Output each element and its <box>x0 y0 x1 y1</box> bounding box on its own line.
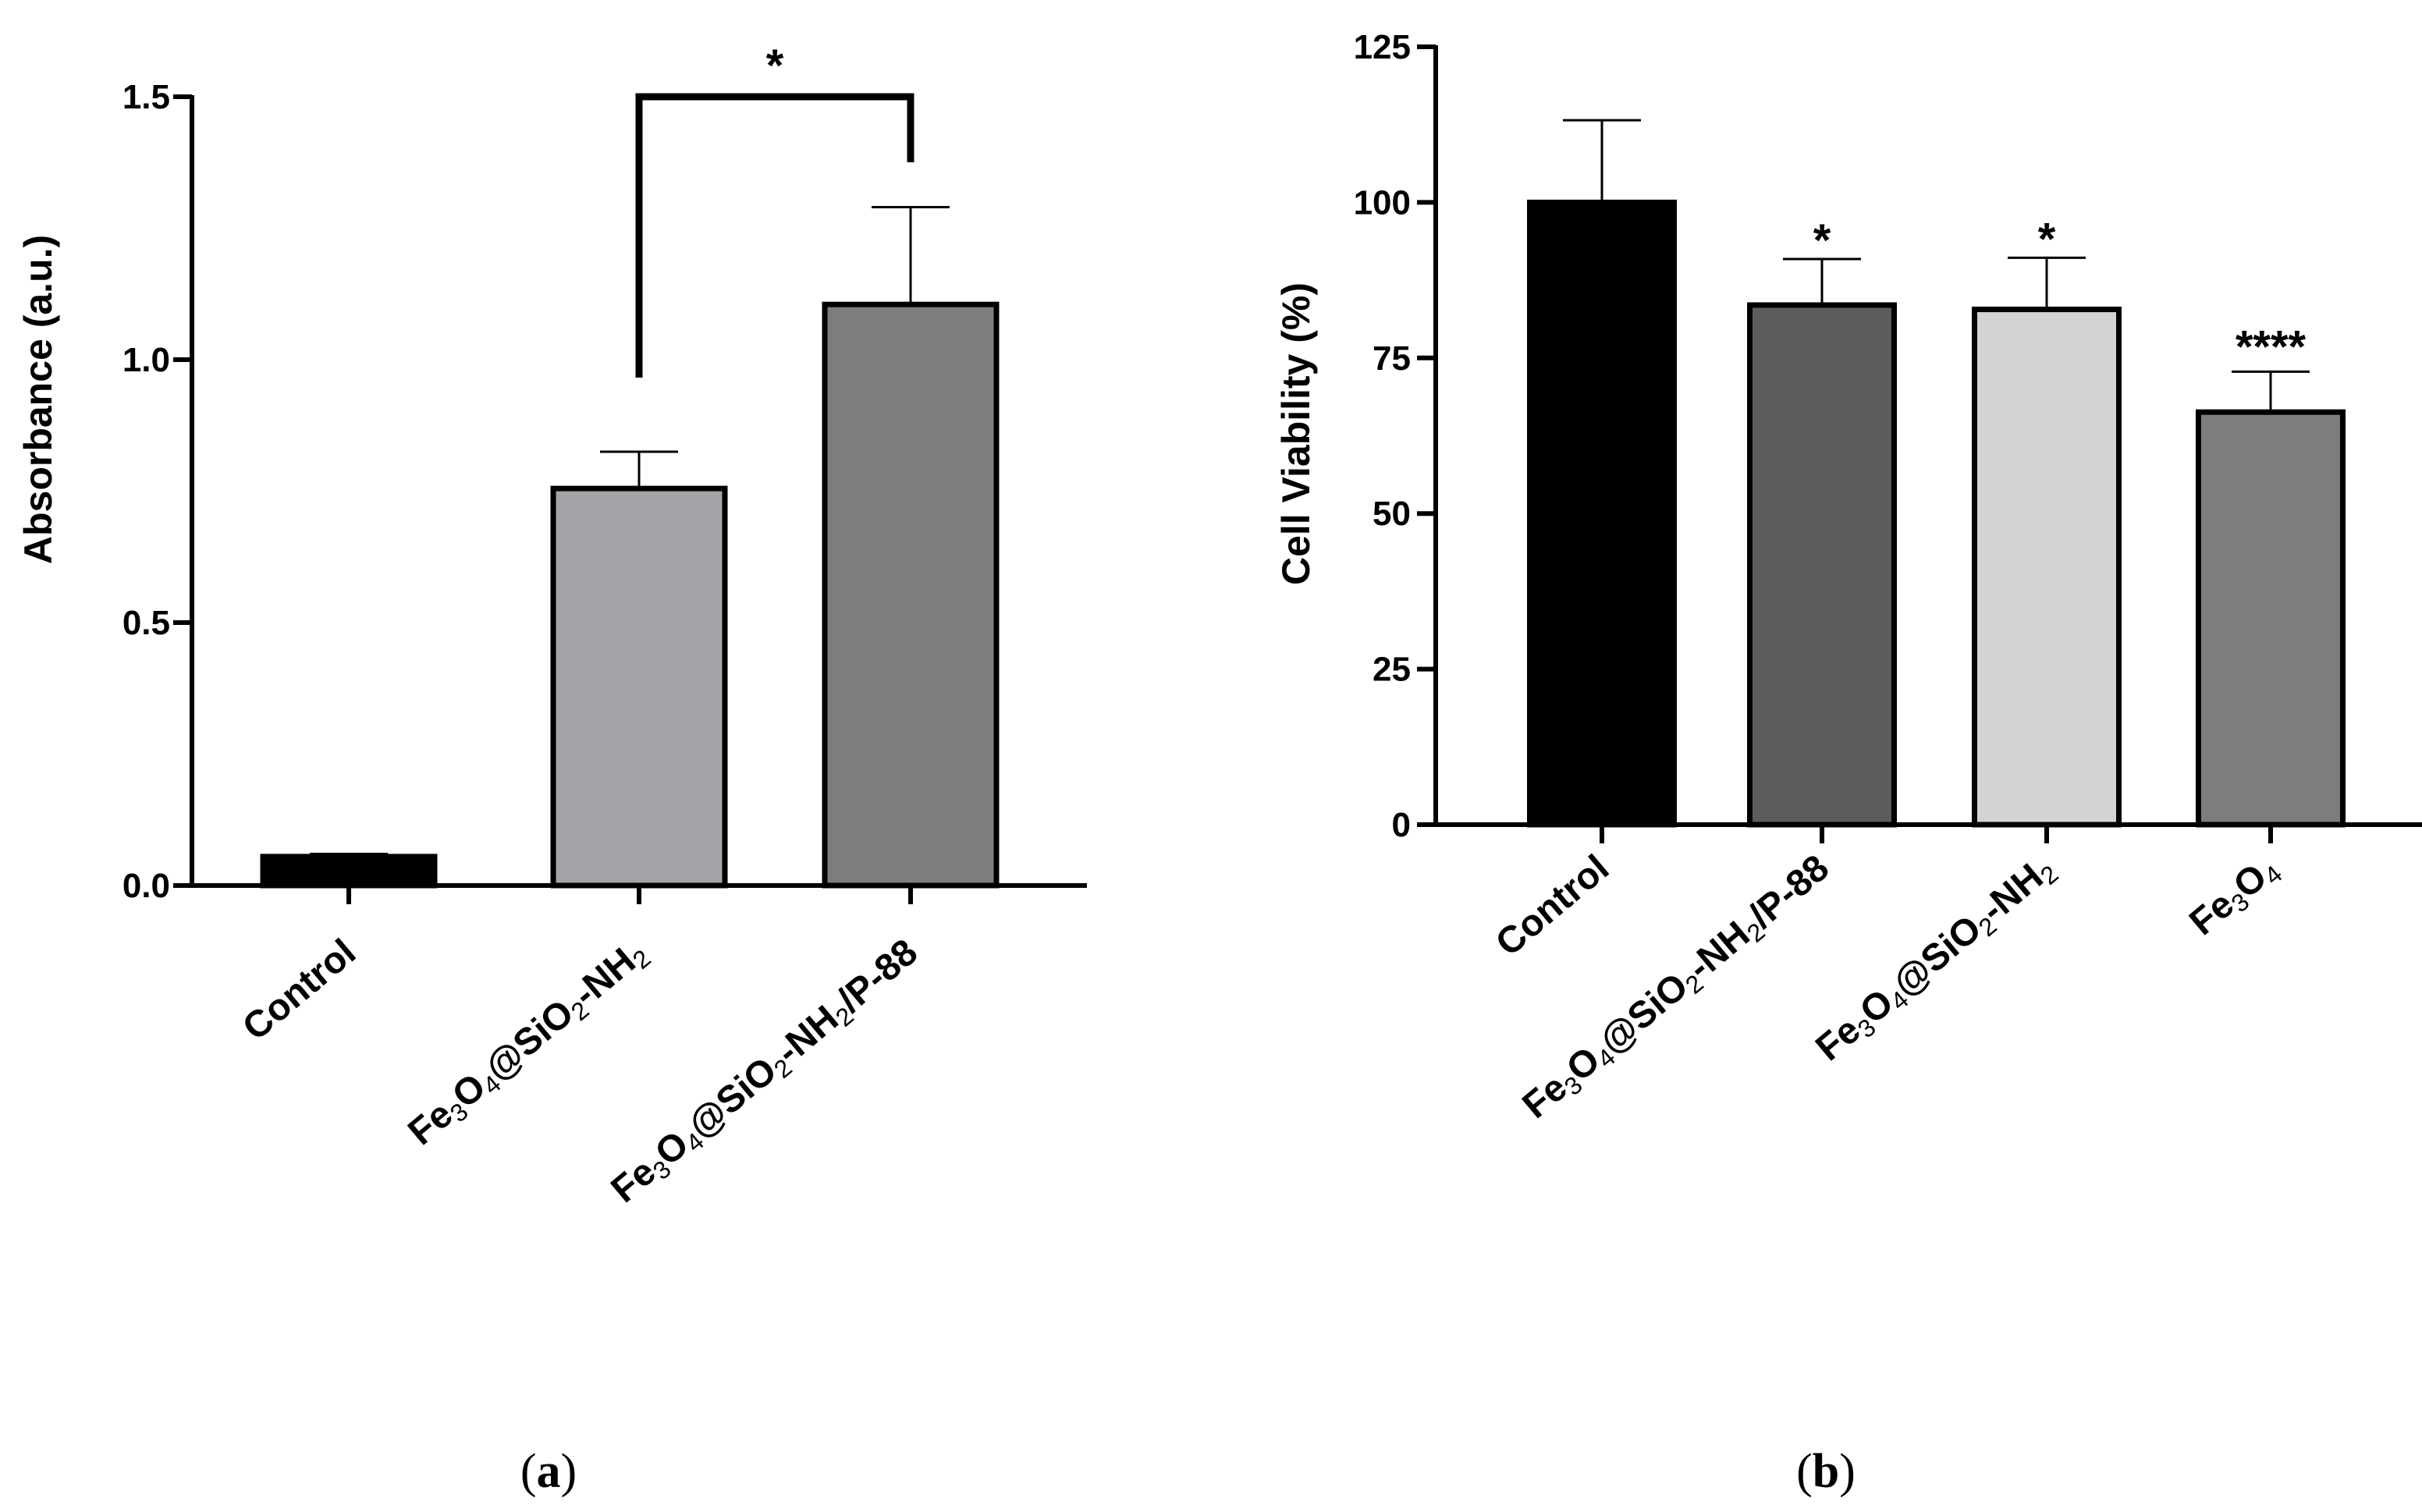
category-label: Fe3O4@SiO2-NH2 <box>400 932 655 1156</box>
significance-marker: * <box>2038 214 2056 264</box>
significance-marker: * <box>766 41 784 91</box>
bar <box>822 301 1000 889</box>
category-label-part: @SiO <box>1592 965 1696 1062</box>
significance-marker: **** <box>2236 321 2307 372</box>
panel-label-paren: ) <box>561 1445 577 1498</box>
significance-bracket <box>635 93 914 378</box>
category-label: Fe3O4 <box>2182 847 2287 946</box>
y-tick-label: 0.5 <box>123 604 170 642</box>
category-label: Control <box>1488 847 1617 964</box>
bar <box>1747 302 1897 828</box>
bar <box>1527 199 1677 828</box>
y-tick-label: 25 <box>1373 651 1411 689</box>
y-tick-label: 0.0 <box>123 867 170 905</box>
category-label-part: @SiO <box>1885 908 1989 1005</box>
category-label: Fe3O4@SiO2-NH2/P-88 <box>604 932 928 1213</box>
bar <box>1972 307 2122 828</box>
bar <box>2196 409 2346 828</box>
y-tick-label: 0 <box>1392 806 1411 844</box>
panel-label-letter: b <box>1813 1445 1839 1498</box>
category-label-part: Control <box>1488 847 1617 964</box>
y-tick-label: 1.5 <box>123 78 170 116</box>
y-tick-label: 100 <box>1354 183 1411 222</box>
panel-label: (b) <box>1796 1445 1856 1498</box>
y-tick-label: 125 <box>1354 28 1411 66</box>
category-label-part: @SiO <box>680 1049 784 1146</box>
panel-label-letter: a <box>537 1445 561 1498</box>
panel-b-chart: 0 25 50 75 100 125 Cell Viability (%) Control Fe… <box>1274 28 2422 1498</box>
panel-label-paren: ) <box>1839 1445 1856 1498</box>
category-label-part: @SiO <box>478 992 581 1089</box>
panel-label: (a) <box>520 1445 577 1498</box>
category-label: Control <box>235 932 364 1049</box>
panel-label-paren: ( <box>1796 1445 1813 1498</box>
category-label: Fe3O4@SiO2-NH2 <box>1808 847 2063 1072</box>
panel-label-paren: ( <box>520 1445 537 1498</box>
y-axis-title: Absorbance (a.u.) <box>16 235 60 564</box>
y-tick-label: 1.0 <box>123 341 170 379</box>
bar <box>260 854 438 889</box>
significance-marker: * <box>1813 215 1831 266</box>
panel-a-chart: 0.0 0.5 1.0 1.5 Absorbance (a.u.) Control Fe3O… <box>16 41 1087 1498</box>
bar <box>550 485 728 889</box>
y-tick-label: 75 <box>1373 339 1411 378</box>
category-label-part: Control <box>235 932 364 1049</box>
y-tick-label: 50 <box>1373 495 1411 533</box>
y-axis-title: Cell Viability (%) <box>1274 282 1318 585</box>
